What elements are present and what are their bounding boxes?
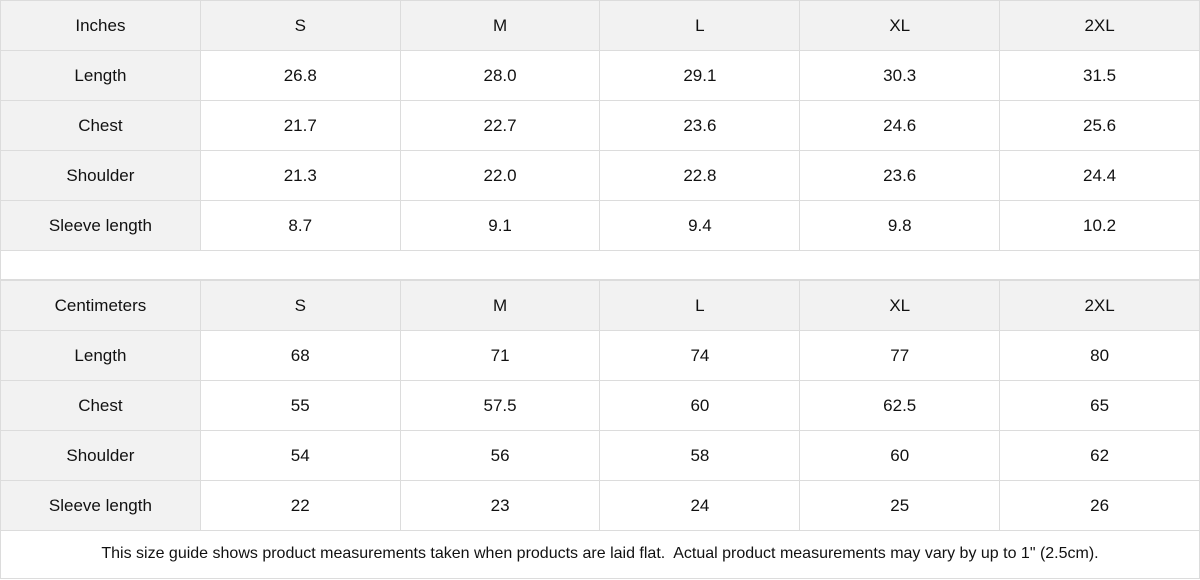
measurement-value: 31.5 (999, 50, 1200, 101)
measurement-value: 10.2 (999, 200, 1200, 251)
size-header: M (399, 0, 601, 51)
measurement-value: 57.5 (399, 380, 601, 431)
measurement-value: 26.8 (199, 50, 401, 101)
measurement-value: 26 (999, 480, 1200, 531)
header-row: Inches S M L XL 2XL (0, 0, 1200, 51)
measurement-value: 30.3 (799, 50, 1001, 101)
measurement-value: 29.1 (599, 50, 801, 101)
size-header: L (599, 280, 801, 331)
measurement-label: Shoulder (0, 150, 201, 201)
measurement-value: 22.8 (599, 150, 801, 201)
measurement-value: 62 (999, 430, 1200, 481)
table-spacer (0, 250, 1200, 280)
measurement-value: 74 (599, 330, 801, 381)
measurement-label: Shoulder (0, 430, 201, 481)
measurement-label: Sleeve length (0, 480, 201, 531)
size-header: XL (799, 0, 1001, 51)
table-row: Sleeve length 22 23 24 25 26 (0, 480, 1200, 531)
measurement-label: Chest (0, 380, 201, 431)
measurement-value: 62.5 (799, 380, 1001, 431)
measurement-label: Chest (0, 100, 201, 151)
size-header: S (199, 0, 401, 51)
centimeters-size-table: Centimeters S M L XL 2XL Length 68 71 74 77 80 Chest… (0, 280, 1200, 531)
measurement-value: 65 (999, 380, 1200, 431)
measurement-value: 60 (799, 430, 1001, 481)
size-header: XL (799, 280, 1001, 331)
measurement-value: 54 (199, 430, 401, 481)
header-row: Centimeters S M L XL 2XL (0, 280, 1200, 331)
measurement-value: 22.7 (399, 100, 601, 151)
measurement-value: 9.4 (599, 200, 801, 251)
measurement-value: 55 (199, 380, 401, 431)
measurement-value: 21.7 (199, 100, 401, 151)
table-row: Length 68 71 74 77 80 (0, 330, 1200, 381)
measurement-value: 71 (399, 330, 601, 381)
table-row: Length 26.8 28.0 29.1 30.3 31.5 (0, 50, 1200, 101)
measurement-label: Sleeve length (0, 200, 201, 251)
size-header: S (199, 280, 401, 331)
size-header: L (599, 0, 801, 51)
table-row: Chest 21.7 22.7 23.6 24.6 25.6 (0, 100, 1200, 151)
measurement-label: Length (0, 330, 201, 381)
measurement-value: 28.0 (399, 50, 601, 101)
measurement-value: 80 (999, 330, 1200, 381)
inches-size-table: Inches S M L XL 2XL Length 26.8 28.0 29.1 30.3 31.5… (0, 0, 1200, 251)
measurement-value: 23.6 (799, 150, 1001, 201)
measurement-value: 9.1 (399, 200, 601, 251)
size-header: 2XL (999, 0, 1200, 51)
size-header: M (399, 280, 601, 331)
measurement-value: 58 (599, 430, 801, 481)
measurement-value: 25.6 (999, 100, 1200, 151)
measurement-value: 9.8 (799, 200, 1001, 251)
table-row: Chest 55 57.5 60 62.5 65 (0, 380, 1200, 431)
measurement-value: 21.3 (199, 150, 401, 201)
measurement-value: 56 (399, 430, 601, 481)
unit-label: Inches (0, 0, 201, 51)
unit-label: Centimeters (0, 280, 201, 331)
measurement-value: 25 (799, 480, 1001, 531)
size-header: 2XL (999, 280, 1200, 331)
measurement-value: 24.6 (799, 100, 1001, 151)
measurement-value: 60 (599, 380, 801, 431)
size-guide-note: This size guide shows product measuremen… (0, 530, 1200, 579)
measurement-label: Length (0, 50, 201, 101)
table-row: Sleeve length 8.7 9.1 9.4 9.8 10.2 (0, 200, 1200, 251)
measurement-value: 22.0 (399, 150, 601, 201)
table-row: Shoulder 54 56 58 60 62 (0, 430, 1200, 481)
measurement-value: 23.6 (599, 100, 801, 151)
measurement-value: 8.7 (199, 200, 401, 251)
measurement-value: 24 (599, 480, 801, 531)
measurement-value: 68 (199, 330, 401, 381)
measurement-value: 24.4 (999, 150, 1200, 201)
measurement-value: 22 (199, 480, 401, 531)
table-row: Shoulder 21.3 22.0 22.8 23.6 24.4 (0, 150, 1200, 201)
measurement-value: 23 (399, 480, 601, 531)
measurement-value: 77 (799, 330, 1001, 381)
